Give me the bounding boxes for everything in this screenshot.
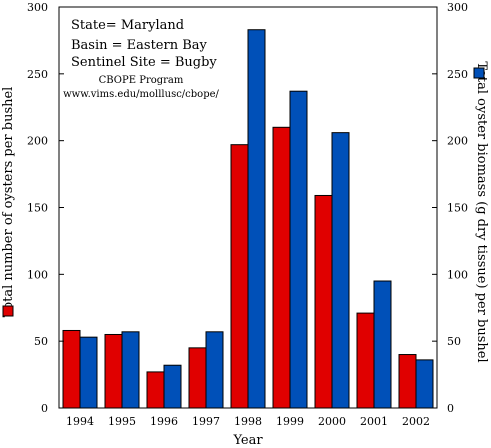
- y-tick-label-left: 50: [34, 335, 48, 348]
- x-tick-label: 1997: [192, 415, 220, 428]
- y-tick-label-left: 150: [27, 202, 48, 215]
- bar-oyster-biomass-2001: [373, 280, 392, 409]
- bar-oyster-biomass-1998: [247, 29, 266, 409]
- bar-oyster-count-1997: [188, 347, 207, 409]
- ticks-layer: 1994 1995 1996 1997 1998 1999 2000 2001 20020501…: [27, 1, 468, 428]
- bar-oyster-biomass-1996: [163, 364, 182, 409]
- bar-oyster-biomass-1995: [121, 331, 140, 409]
- y-tick-label-right: 250: [447, 68, 468, 81]
- plot-frame: [58, 6, 438, 409]
- bar-oyster-count-1996: [146, 371, 165, 409]
- annotation-url: www.vims.edu/molllusc/cbope/: [63, 89, 219, 100]
- bar-oyster-biomass-1994: [79, 336, 98, 409]
- x-tick-label: 2001: [360, 415, 388, 428]
- y-tick-label-right: 200: [447, 135, 468, 148]
- y-tick-label-right: 300: [447, 1, 468, 14]
- legend-swatch-right: [473, 67, 485, 79]
- x-tick-label: 1999: [276, 415, 304, 428]
- bar-oyster-count-2000: [314, 194, 333, 409]
- bar-oyster-biomass-1999: [289, 90, 308, 409]
- bar-oyster-biomass-2000: [331, 132, 350, 409]
- annotation-site: Sentinel Site = Bugby: [71, 55, 217, 70]
- annotation-basin: Basin = Eastern Bay: [71, 38, 208, 53]
- bar-oyster-count-2002: [398, 354, 417, 409]
- bar-oyster-count-1995: [104, 333, 123, 409]
- bar-oyster-count-1998: [230, 144, 249, 409]
- y-tick-label-right: 50: [447, 335, 461, 348]
- y-axis-label-left: Total number of oysters per bushel: [1, 87, 16, 318]
- bar-oyster-count-2001: [356, 312, 375, 409]
- y-tick-label-left: 300: [27, 1, 48, 14]
- y-axis-label-right: Total oyster biomass (g dry tissue) per …: [474, 61, 489, 362]
- y-tick-label-left: 0: [41, 402, 48, 415]
- bar-oyster-count-1994: [62, 329, 81, 409]
- bar-oyster-biomass-1997: [205, 331, 224, 409]
- x-tick-label: 2000: [318, 415, 346, 428]
- x-tick-label: 1994: [66, 415, 94, 428]
- y-tick-label-left: 100: [27, 268, 48, 281]
- x-axis-label: Year: [232, 433, 263, 448]
- x-tick-label: 2002: [402, 415, 430, 428]
- legend-swatch-left: [2, 305, 14, 317]
- x-tick-label: 1996: [150, 415, 178, 428]
- bar-oyster-biomass-2002: [415, 359, 434, 409]
- y-tick-label-left: 250: [27, 68, 48, 81]
- x-tick-label: 1995: [108, 415, 136, 428]
- x-tick-label: 1998: [234, 415, 262, 428]
- bars-layer: [62, 29, 434, 409]
- y-tick-label-right: 150: [447, 202, 468, 215]
- annotation-state: State= Maryland: [71, 18, 184, 33]
- y-tick-label-right: 100: [447, 268, 468, 281]
- bar-oyster-count-1999: [272, 126, 291, 409]
- y-tick-label-right: 0: [447, 402, 454, 415]
- annotation-program: CBOPE Program: [99, 75, 184, 86]
- y-tick-label-left: 200: [27, 135, 48, 148]
